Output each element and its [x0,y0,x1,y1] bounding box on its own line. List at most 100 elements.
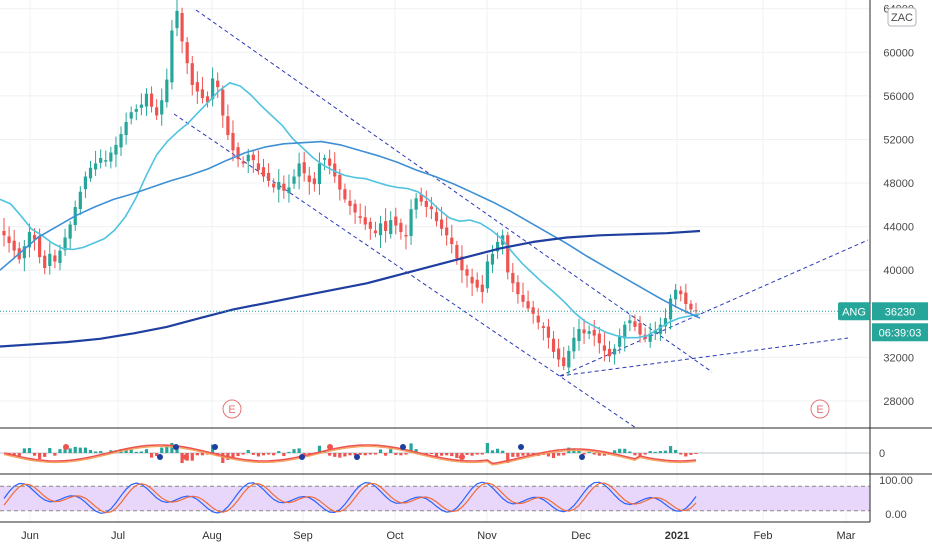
oscillator-bar [551,453,556,458]
candle-body [531,307,535,314]
y-tick-label: 28000 [883,396,914,408]
oscillator-bar [93,451,98,453]
candle-body [297,163,301,177]
y-tick-label: 44000 [883,222,914,234]
oscillator-bar [465,453,469,455]
candle-body [623,324,627,339]
candle-body [307,175,311,182]
oscillator-bar [73,446,77,453]
oscillator-bar [277,451,281,453]
oscillator-dot [183,454,189,460]
oscillator-bar [261,453,266,456]
candle-body [104,160,108,162]
oscillator-bar [266,453,271,455]
candle-body [577,329,581,341]
candle-body [256,163,261,170]
x-tick-label: Feb [754,530,773,542]
candle-body [419,194,423,202]
oscillator-bar [170,443,174,453]
candle-body [526,301,530,309]
oscillator-bar [470,453,474,456]
candle-body [658,324,662,334]
candle-body [287,187,291,193]
candle-body [541,326,545,328]
oscillator-bar [38,453,42,460]
candle-body [572,337,576,352]
candle-body [612,348,617,355]
oscillator-bar [623,448,627,453]
oscillator-bar [231,453,235,459]
oscillator-tick: 0 [879,448,885,460]
ma-long-line [0,229,701,348]
x-tick-label: Aug [202,530,222,542]
candle-body [404,235,408,237]
oscillator-bar [236,453,240,457]
stochastic-band [0,486,870,511]
oscillator-dot [327,444,333,450]
candle-body [358,216,362,218]
oscillator-dot [212,444,218,450]
oscillator-bar [22,448,26,453]
candle-body [83,176,88,190]
candle-body [317,163,322,185]
oscillator-dot [518,444,524,450]
currency-badge [887,7,917,27]
candle-body [684,292,688,304]
earnings-label: E [228,404,235,416]
oscillator-bar [490,450,495,453]
ma-medium-line [0,140,701,319]
moving-averages [0,82,870,348]
candle-body [384,221,388,231]
candle-body [394,216,398,226]
oscillator-bar [190,453,194,461]
oscillator-pane [0,443,870,466]
x-tick-label: Sep [293,530,313,542]
oscillator-bar [429,453,434,454]
oscillator-bar [160,447,164,453]
candle-body [475,279,479,288]
candle-body [470,276,474,284]
oscillator-bar [78,447,82,453]
candle-body [22,246,26,259]
candle-body [205,96,210,103]
oscillator-bar [292,449,296,453]
candle-body [180,13,184,42]
candle-body [185,42,189,64]
candle-body [170,30,174,83]
oscillator-bar [317,445,322,453]
candle-body [348,200,352,206]
oscillator-bar [48,448,52,453]
candle-body [536,315,540,323]
candle-body [53,255,57,262]
oscillator-bar [373,453,378,455]
oscillator-bar [378,449,383,453]
countdown-badge [872,323,928,342]
oscillator-bar [287,451,291,453]
candle-body [139,104,143,108]
oscillator-bar [597,453,601,456]
oscillator-bar [602,453,607,456]
oscillator-dot [400,444,406,450]
candle-body [200,89,205,99]
oscillator-bar [521,453,525,456]
oscillator-dot [459,454,465,460]
candle-body [343,189,347,200]
candle-body [511,272,515,284]
candle-body [378,223,383,236]
candle-body [48,253,52,266]
candle-body [114,144,118,155]
candle-body [149,93,154,107]
candle-body [663,318,668,327]
oscillator-bar [129,449,133,453]
oscillator-bar [557,453,561,456]
x-tick-label: Mar [837,530,856,542]
candle-body [333,163,337,177]
oscillator-bar [638,453,642,456]
candle-body [455,245,459,259]
earnings-label: E [816,404,823,416]
candle-body [618,336,622,347]
oscillator-dot [354,454,360,460]
candle-body [165,79,169,103]
